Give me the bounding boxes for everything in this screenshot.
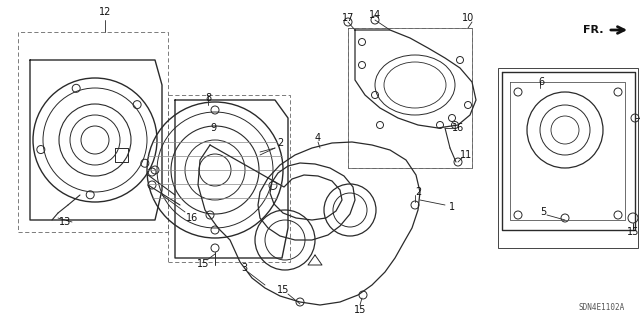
Text: 16: 16	[186, 213, 198, 223]
Text: 15: 15	[627, 227, 639, 237]
Text: 17: 17	[342, 13, 354, 23]
Text: 5: 5	[540, 207, 546, 217]
Text: 2: 2	[277, 138, 283, 148]
Text: 2: 2	[415, 187, 421, 197]
Text: 8: 8	[205, 93, 211, 103]
Text: 15: 15	[354, 305, 366, 315]
Bar	[18, 32, 168, 232]
Text: 10: 10	[462, 13, 474, 23]
Text: 3: 3	[241, 263, 247, 273]
Text: 4: 4	[315, 133, 321, 143]
Text: 12: 12	[99, 7, 111, 17]
Text: 15: 15	[197, 259, 209, 269]
Text: 9: 9	[210, 123, 216, 133]
Text: 16: 16	[452, 123, 464, 133]
Text: SDN4E1102A: SDN4E1102A	[579, 303, 625, 312]
Text: 13: 13	[59, 217, 71, 227]
Text: FR.: FR.	[584, 25, 604, 35]
Text: 6: 6	[538, 77, 544, 87]
Text: 1: 1	[449, 202, 455, 212]
Text: 15: 15	[277, 285, 289, 295]
Text: 14: 14	[369, 10, 381, 20]
Bar	[168, 95, 290, 262]
Text: 11: 11	[460, 150, 472, 160]
